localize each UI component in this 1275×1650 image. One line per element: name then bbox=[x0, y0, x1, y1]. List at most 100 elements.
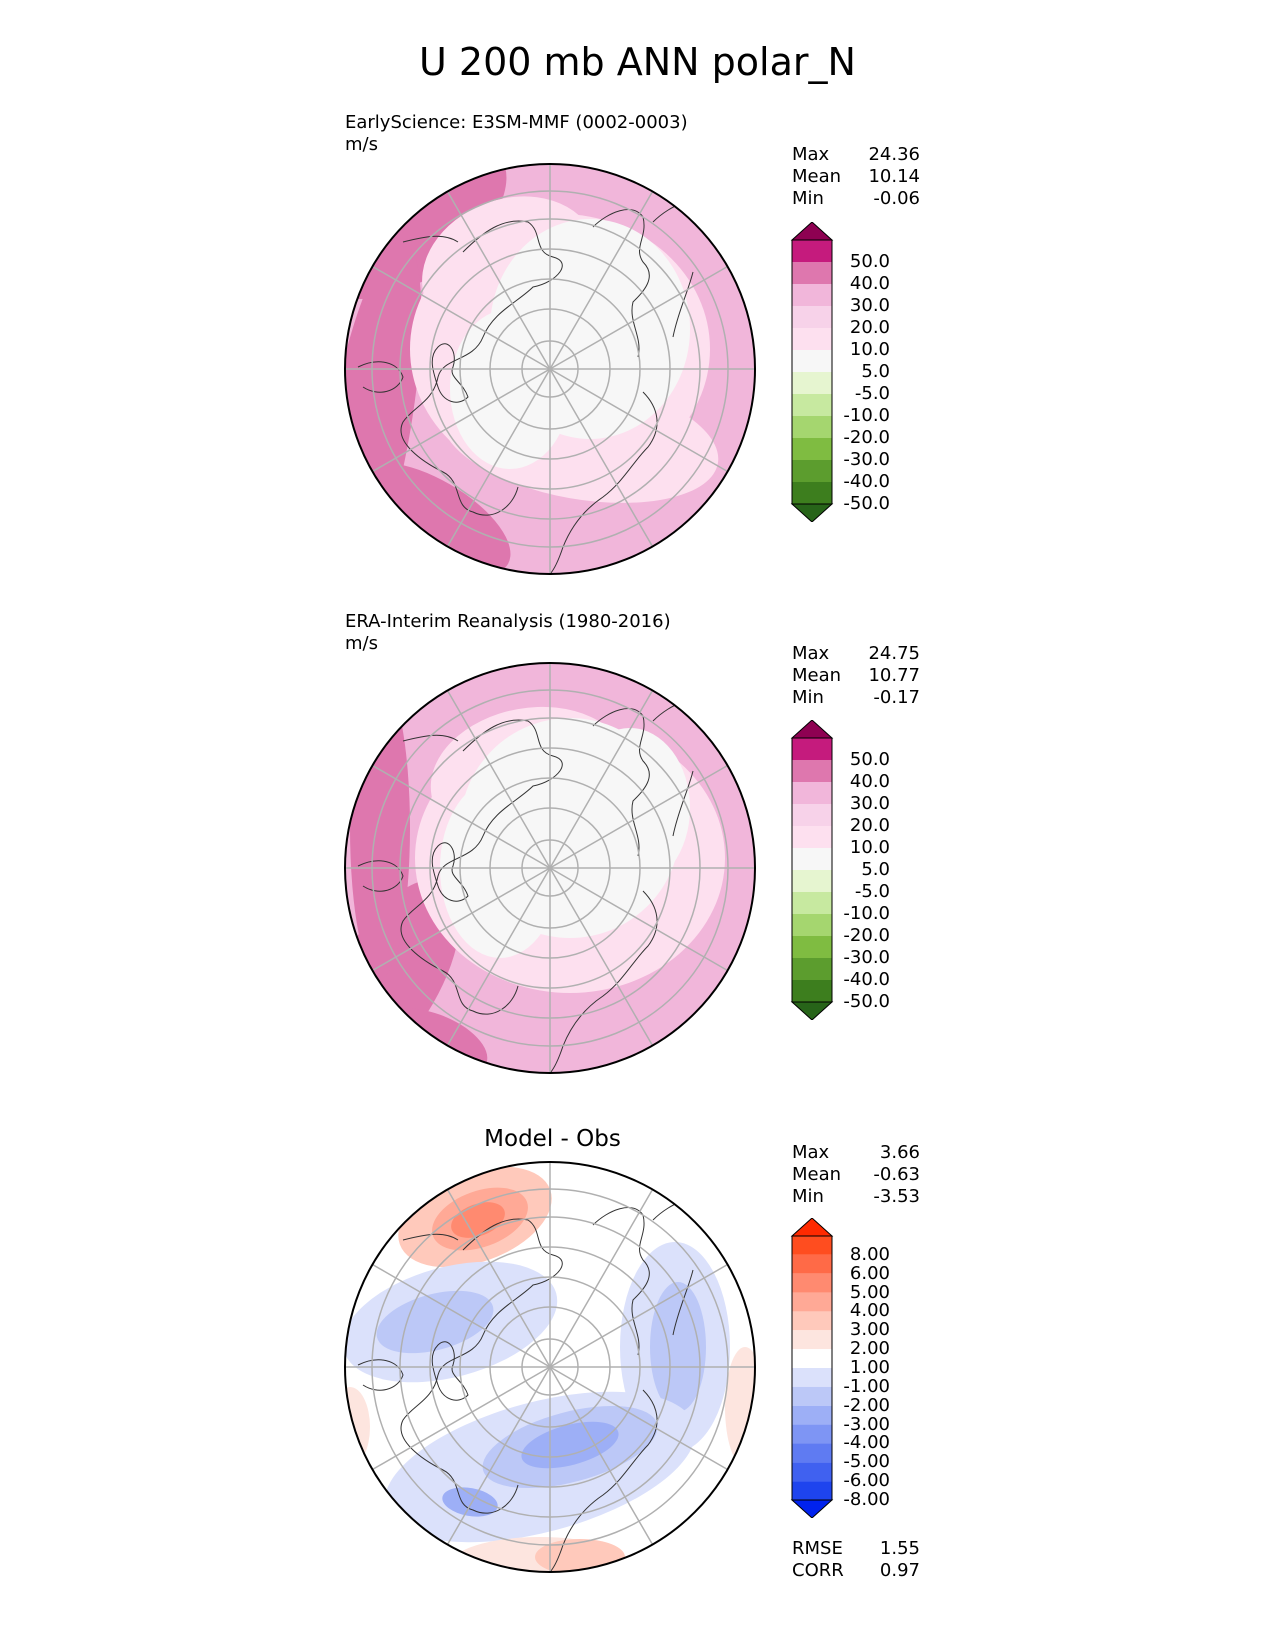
coastline bbox=[431, 1341, 469, 1401]
colorbar-segment bbox=[792, 738, 832, 760]
colorbar-tick-label: -3.00 bbox=[843, 1413, 890, 1435]
colorbar-tick-label: -40.0 bbox=[843, 471, 890, 492]
colorbar-segment bbox=[792, 914, 832, 936]
colorbar-extend-bottom bbox=[790, 503, 834, 522]
colorbar-extend-top bbox=[790, 720, 834, 739]
graticule bbox=[345, 663, 755, 1073]
panel-title: EarlyScience: E3SM-MMF (0002-0003) bbox=[345, 112, 688, 133]
colorbar-tick-label: -40.0 bbox=[843, 969, 890, 990]
stat-min: Min -0.06 bbox=[792, 188, 920, 209]
contour-region bbox=[349, 462, 511, 574]
colorbar-tick-label: 50.0 bbox=[849, 749, 890, 770]
meridian-line bbox=[372, 764, 551, 869]
colorbar-segment bbox=[792, 438, 832, 460]
meridian-line bbox=[446, 1366, 551, 1545]
colorbar-tick-label: 50.0 bbox=[849, 251, 890, 272]
colorbar-tick-label: 1.00 bbox=[849, 1357, 890, 1378]
colorbar-frame bbox=[791, 1235, 833, 1501]
colorbar-segment bbox=[792, 1236, 832, 1255]
colorbar-segment bbox=[792, 1443, 832, 1463]
colorbar-segment bbox=[792, 936, 832, 958]
colorbar-segment bbox=[792, 328, 832, 350]
colorbar-segment bbox=[792, 980, 832, 1002]
colorbar-tick-label: -5.0 bbox=[854, 383, 890, 404]
colorbar-tick-label: 5.0 bbox=[861, 361, 890, 382]
coastline bbox=[547, 1389, 658, 1572]
colorbar-segment bbox=[792, 482, 832, 504]
colorbar-tick-label: -50.0 bbox=[843, 991, 890, 1012]
panel-units: m/s bbox=[345, 633, 378, 654]
colorbar-segment bbox=[792, 284, 832, 306]
colorbar-segment bbox=[792, 892, 832, 914]
stat-corr: CORR 0.97 bbox=[792, 1560, 920, 1581]
stats-box: Max 3.66 Mean -0.63 Min -3.53 bbox=[792, 1142, 920, 1208]
meridian-line bbox=[549, 690, 654, 869]
contour-region bbox=[442, 1487, 498, 1517]
meridian-line bbox=[549, 867, 654, 1046]
coastline bbox=[400, 1218, 563, 1514]
coastline bbox=[431, 343, 469, 403]
colorbar-tick-label: 6.00 bbox=[849, 1262, 890, 1284]
map-border bbox=[344, 1161, 756, 1573]
colorbar-tick-label: 40.0 bbox=[849, 771, 890, 792]
coastline bbox=[400, 719, 563, 1015]
meridian-line bbox=[549, 764, 728, 869]
colorbar-tick-label: -5.0 bbox=[854, 881, 890, 902]
polar-map bbox=[344, 662, 756, 1074]
colorbar-extend-top bbox=[790, 1218, 834, 1237]
meridian-line bbox=[549, 1366, 654, 1545]
meridian-line bbox=[446, 690, 551, 869]
colorbar-extend-top bbox=[790, 222, 834, 241]
contour-region bbox=[570, 728, 690, 888]
meridian-line bbox=[549, 368, 728, 473]
stat-max: Max 24.36 bbox=[792, 144, 920, 165]
panel-title: Model - Obs bbox=[484, 1126, 621, 1152]
colorbar-segment bbox=[792, 394, 832, 416]
graticule bbox=[345, 1162, 755, 1572]
stat-mean: Mean 10.77 bbox=[792, 665, 920, 686]
map-fill bbox=[345, 164, 755, 574]
coastline bbox=[672, 770, 694, 837]
polar-map bbox=[344, 1161, 756, 1573]
colorbar-segment bbox=[792, 1481, 832, 1500]
contour-region bbox=[450, 309, 570, 469]
colorbar-tick-label: 3.00 bbox=[849, 1319, 890, 1341]
colorbar-frame bbox=[791, 737, 833, 1003]
colorbar-tick-label: 10.0 bbox=[849, 837, 890, 858]
colorbar-tick-label: -20.0 bbox=[843, 427, 890, 448]
colorbar-tick-label: 2.00 bbox=[849, 1338, 890, 1360]
meridian-line bbox=[372, 1263, 551, 1368]
coastline bbox=[672, 1269, 694, 1336]
colorbar bbox=[790, 1218, 834, 1518]
map-fill bbox=[345, 663, 755, 1073]
map-border bbox=[344, 662, 756, 1074]
colorbar-segment bbox=[792, 870, 832, 892]
colorbar-tick-label: -30.0 bbox=[843, 947, 890, 968]
colorbar-segment bbox=[792, 460, 832, 482]
meridian-line bbox=[372, 265, 551, 370]
meridian-line bbox=[372, 1366, 551, 1471]
panel-units: m/s bbox=[345, 134, 378, 155]
graticule bbox=[345, 164, 755, 574]
colorbar-tick-label: -10.0 bbox=[843, 903, 890, 924]
stats-box: Max 24.36 Mean 10.14 Min -0.06 bbox=[792, 144, 920, 210]
meridian-line bbox=[446, 191, 551, 370]
colorbar-segment bbox=[792, 1368, 832, 1387]
colorbar-tick-label: -1.00 bbox=[843, 1375, 890, 1397]
coastline bbox=[431, 842, 469, 902]
contour-region bbox=[650, 1282, 706, 1412]
contour-region bbox=[725, 1347, 755, 1467]
colorbar-segment bbox=[792, 848, 832, 870]
stat-mean: Mean 10.14 bbox=[792, 166, 920, 187]
colorbar-segment bbox=[792, 1292, 832, 1312]
colorbar-segment bbox=[792, 1349, 832, 1368]
colorbar-segment bbox=[792, 306, 832, 328]
colorbar-segment bbox=[792, 1311, 832, 1331]
colorbar-tick-label: 30.0 bbox=[849, 793, 890, 814]
meridian-line bbox=[549, 867, 728, 972]
colorbar-segment bbox=[792, 1424, 832, 1444]
coastlines bbox=[357, 700, 694, 1073]
polar-map bbox=[344, 163, 756, 575]
colorbar-segment bbox=[792, 958, 832, 980]
stat-rmse: RMSE 1.55 bbox=[792, 1538, 920, 1559]
